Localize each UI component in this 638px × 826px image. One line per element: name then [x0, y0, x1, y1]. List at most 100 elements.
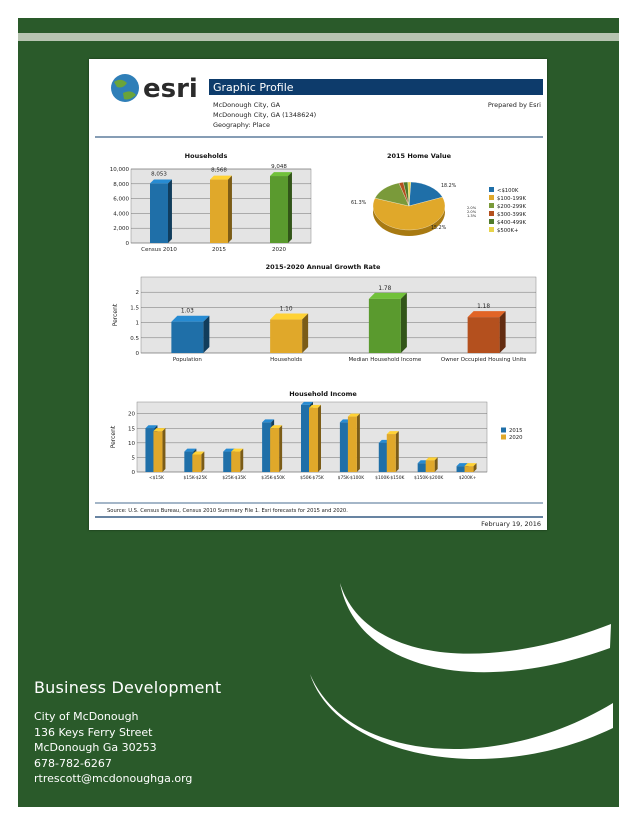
households-bar-top	[270, 172, 292, 177]
swoosh-upper	[340, 583, 611, 673]
income-ytick: 0	[132, 470, 136, 476]
income-bar-2020-side	[279, 425, 283, 472]
swoosh-lower	[310, 674, 613, 759]
income-bar-2020-side	[356, 413, 360, 472]
growth-xtick: Median Household Income	[348, 357, 421, 363]
growth-ytick: 1	[136, 321, 140, 327]
growth-bar-side	[400, 292, 407, 353]
households-bar	[270, 176, 288, 243]
households-ytick: 6,000	[113, 197, 129, 203]
logo-text: esri	[143, 74, 198, 104]
households-bar-side	[168, 179, 172, 243]
income-xtick: $75K-$100K	[338, 475, 365, 481]
income-bar-2020-side	[434, 457, 438, 472]
pie-legend-label: $300-399K	[497, 212, 527, 218]
households-ytick: 10,000	[110, 167, 130, 173]
cover-page: esri Graphic Profile McDonough City, GA …	[18, 18, 619, 807]
households-value-label: 9,048	[271, 164, 287, 170]
pie-slice	[372, 196, 446, 231]
income-bar-2020-top	[347, 413, 360, 417]
pie-legend-swatch	[489, 195, 494, 200]
contact-block: Business Development City of McDonough 1…	[34, 678, 221, 787]
income-bar-2015-top	[184, 448, 197, 452]
pie-legend-swatch	[489, 227, 494, 232]
income-ytick: 20	[128, 412, 135, 418]
globe-land-icon	[114, 79, 136, 100]
income-bar-2015-top	[262, 419, 275, 423]
income-bar-2020-top	[464, 463, 477, 467]
income-bar-2020	[425, 460, 435, 472]
households-bar-top	[150, 179, 172, 184]
report-date: February 19, 2016	[481, 520, 541, 528]
pie-legend-label: <$100K	[497, 188, 519, 194]
growth-bar-top	[270, 313, 309, 320]
income-bar-2015	[262, 422, 272, 472]
income-bar-2020	[153, 431, 163, 472]
income-bar-2015	[301, 404, 310, 472]
income-bar-2015-top	[301, 401, 313, 405]
pie-legend-swatch	[489, 187, 494, 192]
income-ytick: 10	[128, 441, 135, 447]
graphic-profile-report: esri Graphic Profile McDonough City, GA …	[89, 59, 547, 530]
esri-logo: esri	[111, 74, 198, 104]
contact-street: 136 Keys Ferry Street	[34, 725, 153, 739]
info-line: McDonough City, GA (1348624)	[213, 111, 316, 119]
income-bar-2020-top	[153, 428, 166, 432]
income-bar-2020	[192, 454, 202, 472]
growth-value-label: 1.03	[181, 309, 194, 315]
income-bar-2020-side	[473, 463, 477, 472]
pie-slice-label: 15.2%	[431, 225, 447, 231]
pie-slice	[407, 181, 411, 207]
income-bar-2020-top	[309, 404, 321, 408]
top-stripe	[18, 33, 619, 41]
info-line: McDonough City, GA	[213, 101, 281, 109]
prepared-by: Prepared by Esri	[488, 101, 541, 109]
income-bar-2020-side	[318, 404, 321, 472]
growth-bar	[171, 321, 204, 353]
households-ytick: 4,000	[113, 211, 129, 217]
growth-bar	[368, 298, 401, 353]
source-note: Source: U.S. Census Bureau, Census 2010 …	[107, 508, 348, 514]
income-bar-2015	[339, 422, 349, 472]
growth-bar-side	[203, 315, 210, 353]
income-bar-2020	[464, 466, 474, 472]
growth-value-label: 1.18	[477, 304, 490, 310]
income-bar-2020	[270, 428, 280, 472]
report-title: Graphic Profile	[213, 81, 294, 94]
contact-heading: Business Development	[34, 678, 222, 697]
income-bar-2020	[347, 416, 357, 472]
pie-slice-label: 1.3%	[467, 214, 477, 218]
income-legend-swatch	[501, 427, 506, 433]
income-bar-2015-top	[145, 425, 158, 429]
contact-email[interactable]: rtrescott@mcdonoughga.org	[34, 772, 193, 785]
income-bar-2020-top	[231, 448, 244, 452]
income-ytick: 5	[132, 455, 136, 461]
growth-value-label: 1.10	[280, 307, 293, 313]
pie-legend-label: $200-299K	[497, 204, 527, 210]
growth-ytick: 0.5	[130, 336, 139, 342]
income-xtick: $50K-$75K	[300, 475, 324, 481]
growth-xtick: Population	[173, 357, 202, 363]
income-bar-2015	[145, 428, 155, 472]
income-xtick: $25K-$35K	[222, 475, 246, 481]
growth-rate-chart: 2015-2020 Annual Growth Rate 0 0.5 1 1.5 2 Per…	[112, 263, 537, 363]
pie-legend-label: $100-199K	[497, 196, 527, 202]
income-legend-label: 2020	[509, 435, 523, 441]
growth-value-label: 1.78	[378, 286, 391, 292]
pie-slice-label: 61.3%	[351, 200, 367, 206]
income-bar-2020	[309, 407, 318, 472]
income-bar-2015	[378, 442, 388, 472]
growth-bar-top	[467, 311, 506, 318]
contact-phone: 678-782-6267	[34, 756, 112, 770]
income-bar-2020-top	[386, 431, 399, 435]
income-bar-2020-top	[192, 451, 205, 455]
households-bar-side	[288, 172, 292, 243]
chart-title: 2015 Home Value	[387, 152, 452, 160]
income-xtick: $200K+	[459, 475, 477, 481]
income-xtick: $15K-$25K	[184, 475, 208, 481]
pie-slice-label: 18.2%	[441, 183, 457, 189]
pie-slice-label: 2.0%	[467, 206, 477, 210]
growth-bar	[467, 317, 500, 353]
chart-title: Household Income	[289, 390, 357, 398]
contact-org: City of McDonough	[34, 710, 139, 723]
